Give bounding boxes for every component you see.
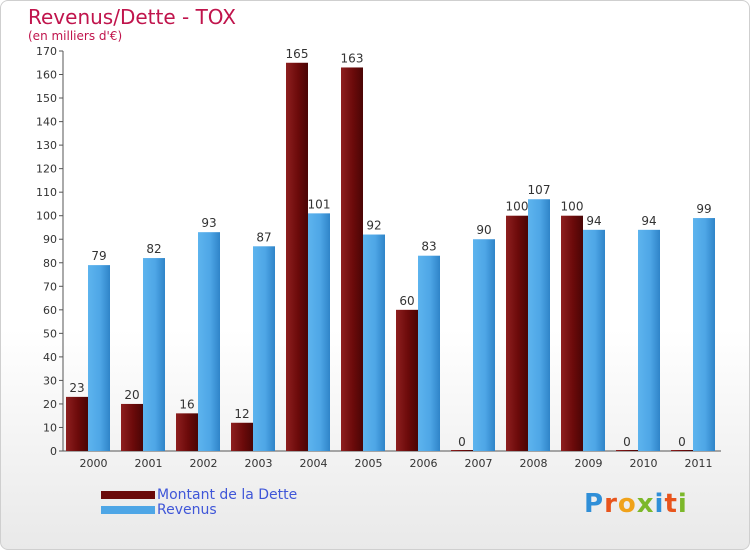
y-tick-label: 120 — [36, 163, 57, 176]
legend-item-revenue: Revenus — [101, 502, 217, 518]
data-label: 90 — [476, 223, 491, 237]
bar-debt — [561, 215, 583, 451]
y-tick-label: 170 — [36, 45, 57, 58]
legend-label-revenue: Revenus — [157, 502, 217, 518]
bar-revenue — [308, 213, 330, 451]
data-label: 16 — [179, 397, 194, 411]
bar-debt — [286, 62, 308, 451]
x-tick-label: 2006 — [410, 457, 438, 470]
data-label: 82 — [146, 242, 161, 256]
bar-debt — [121, 403, 143, 451]
y-tick-label: 160 — [36, 69, 57, 82]
data-label: 100 — [561, 200, 584, 214]
logo-letter: x — [636, 489, 655, 519]
data-label: 101 — [308, 197, 331, 211]
data-label: 60 — [399, 294, 414, 308]
data-label: 163 — [341, 51, 364, 65]
bar-debt — [341, 67, 363, 452]
y-tick-label: 40 — [43, 351, 57, 364]
data-label: 83 — [421, 240, 436, 254]
data-label: 23 — [69, 381, 84, 395]
data-label: 107 — [528, 183, 551, 197]
data-label: 94 — [641, 214, 656, 228]
y-tick-label: 20 — [43, 398, 57, 411]
y-tick-label: 150 — [36, 92, 57, 105]
logo-letter: o — [617, 489, 637, 519]
logo-letter: i — [654, 489, 665, 519]
y-tick-label: 80 — [43, 257, 57, 270]
bar-revenue — [418, 255, 440, 451]
data-label: 94 — [586, 214, 601, 228]
bar-revenue — [363, 234, 385, 451]
bar-debt — [671, 450, 693, 451]
bar-revenue — [693, 218, 715, 451]
x-tick-label: 2009 — [575, 457, 603, 470]
bar-revenue — [143, 258, 165, 451]
y-tick-label: 110 — [36, 186, 57, 199]
x-tick-label: 2002 — [190, 457, 218, 470]
y-tick-label: 10 — [43, 421, 57, 434]
bar-revenue — [583, 229, 605, 451]
logo-letter: r — [604, 489, 618, 519]
x-tick-label: 2010 — [630, 457, 658, 470]
data-label: 0 — [678, 435, 686, 449]
y-tick-label: 90 — [43, 233, 57, 246]
bar-debt — [506, 215, 528, 451]
bar-debt — [396, 309, 418, 451]
x-tick-label: 2004 — [300, 457, 328, 470]
legend-label-debt: Montant de la Dette — [157, 487, 298, 503]
y-tick-label: 140 — [36, 116, 57, 129]
bar-revenue — [528, 199, 550, 451]
bar-debt — [176, 413, 198, 451]
data-label: 99 — [696, 202, 711, 216]
bar-revenue — [638, 229, 660, 451]
data-label: 87 — [256, 230, 271, 244]
data-label: 0 — [458, 435, 466, 449]
y-tick-label: 30 — [43, 374, 57, 387]
data-label: 165 — [286, 47, 309, 61]
data-label: 79 — [91, 249, 106, 263]
logo-letter: i — [677, 489, 688, 519]
legend-swatch-revenue — [101, 506, 155, 514]
x-tick-label: 2005 — [355, 457, 383, 470]
bar-debt — [616, 450, 638, 451]
y-tick-label: 50 — [43, 327, 57, 340]
y-tick-label: 130 — [36, 139, 57, 152]
data-label: 93 — [201, 216, 216, 230]
chart-labels: 23 79 20 82 16 93 12 87 165 101 163 92 60 83 0 90 100 107… — [69, 47, 711, 449]
chart-bars — [66, 62, 715, 452]
x-tick-label: 2000 — [80, 457, 108, 470]
x-tick-label: 2003 — [245, 457, 273, 470]
bar-debt — [231, 422, 253, 451]
data-label: 20 — [124, 388, 139, 402]
bar-revenue — [253, 246, 275, 451]
y-tick-label: 100 — [36, 210, 57, 223]
y-tick-label: 60 — [43, 304, 57, 317]
proxiti-logo: Proxiti — [584, 489, 688, 519]
bar-revenue — [88, 265, 110, 451]
bar-debt — [451, 450, 473, 451]
y-tick-label: 0 — [50, 445, 57, 458]
data-label: 92 — [366, 219, 381, 233]
y-tick-label: 70 — [43, 280, 57, 293]
bar-revenue — [198, 232, 220, 451]
logo-letter: P — [584, 489, 605, 519]
legend-swatch-debt — [101, 491, 155, 499]
data-label: 12 — [234, 407, 249, 421]
chart-subtitle: (en milliers d'€) — [28, 29, 123, 43]
data-label: 0 — [623, 435, 631, 449]
x-tick-label: 2001 — [135, 457, 163, 470]
x-tick-label: 2008 — [520, 457, 548, 470]
legend-item-debt: Montant de la Dette — [101, 487, 297, 503]
x-tick-label: 2007 — [465, 457, 493, 470]
chart-title: Revenus/Dette - TOX — [28, 5, 236, 29]
logo-letter: t — [664, 489, 678, 519]
chart-axes: 0102030405060708090100110120130140150160… — [36, 45, 721, 470]
x-tick-label: 2011 — [685, 457, 713, 470]
bar-revenue — [473, 239, 495, 451]
bar-debt — [66, 396, 88, 451]
data-label: 100 — [506, 200, 529, 214]
